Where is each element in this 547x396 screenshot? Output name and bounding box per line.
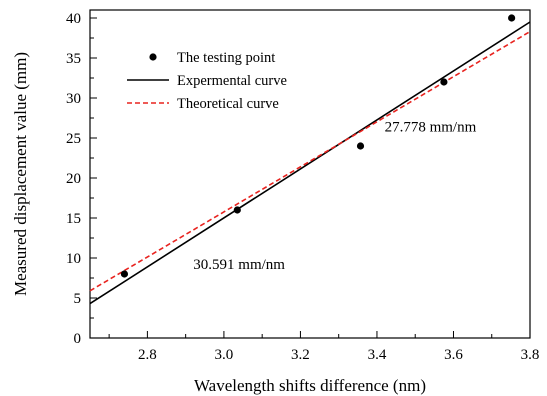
- y-tick-label: 15: [66, 211, 81, 227]
- y-axis-title: Measured displacement value (mm): [11, 52, 30, 296]
- x-tick-label: 3.8: [521, 347, 540, 363]
- plot-area: [89, 9, 531, 339]
- experimental-curve-line: [89, 21, 531, 305]
- legend-label: Theoretical curve: [177, 96, 279, 112]
- testing-point: [120, 270, 129, 278]
- testing-point: [233, 206, 241, 214]
- testing-point: [508, 14, 516, 22]
- y-tick-label: 20: [66, 171, 81, 187]
- x-axis-title: Wavelength shifts difference (nm): [194, 376, 426, 395]
- legend-marker-point: [149, 53, 157, 61]
- x-tick-label: 2.8: [138, 347, 157, 363]
- series-points: [120, 14, 516, 278]
- y-tick-label: 30: [66, 91, 81, 107]
- y-axis: 0 5 10 15 20 25 30 35 40: [66, 11, 97, 347]
- theoretical-curve-line: [89, 30, 531, 292]
- slope-annotation: 27.778 mm/nm: [385, 120, 477, 136]
- y-tick-label: 35: [66, 51, 81, 67]
- legend-label: Expermental curve: [177, 73, 287, 89]
- x-tick-label: 3.2: [291, 347, 310, 363]
- x-tick-label: 3.6: [444, 347, 463, 363]
- y-tick-label: 40: [66, 11, 81, 27]
- testing-point: [440, 78, 448, 86]
- y-tick-label: 0: [74, 331, 82, 347]
- legend-label: The testing point: [177, 50, 275, 66]
- series-lines: [89, 21, 531, 305]
- y-tick-label: 5: [74, 291, 82, 307]
- x-tick-label: 3.4: [368, 347, 387, 363]
- testing-point: [356, 142, 365, 150]
- annotations: 27.778 mm/nm 30.591 mm/nm: [193, 120, 476, 274]
- legend: The testing point Expermental curve Theore…: [118, 44, 344, 117]
- x-axis: 2.8 3.0 3.2 3.4 3.6 3.8: [108, 331, 540, 363]
- x-tick-label: 3.0: [215, 347, 234, 363]
- y-tick-label: 10: [66, 251, 81, 267]
- y-tick-label: 25: [66, 131, 81, 147]
- slope-annotation: 30.591 mm/nm: [193, 257, 285, 273]
